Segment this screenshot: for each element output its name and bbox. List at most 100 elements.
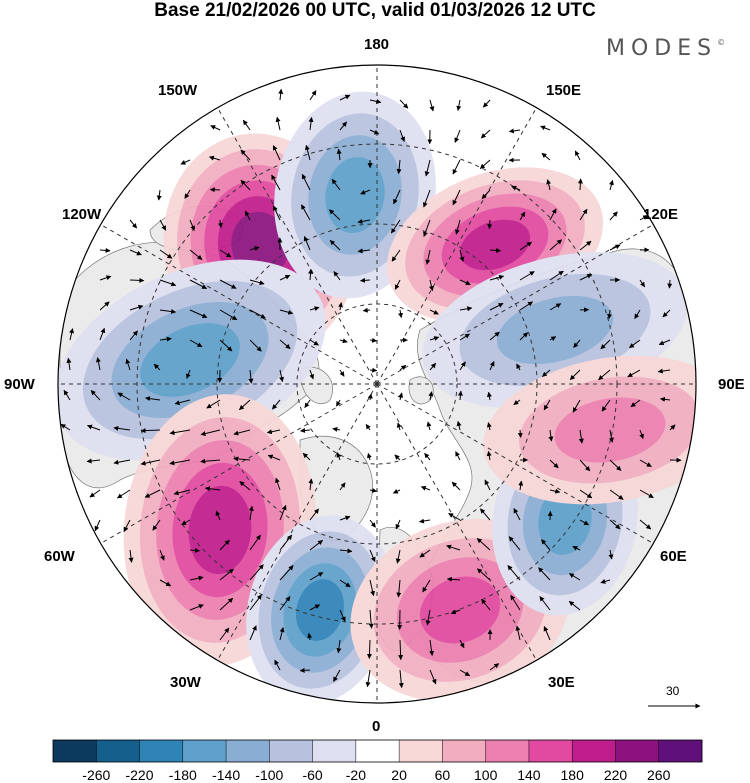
- colorbar-frame: [52, 739, 703, 763]
- wind-vector: [429, 639, 435, 656]
- meridian-line: [376, 383, 654, 544]
- wind-vector: [540, 125, 551, 131]
- wind-vector: [429, 336, 440, 341]
- anomaly-contour: [459, 219, 531, 271]
- anomaly-contour: [496, 295, 614, 365]
- wind-vector: [339, 579, 351, 588]
- wind-vector: [184, 189, 191, 199]
- wind-vector: [513, 508, 521, 521]
- wind-vector: [99, 247, 111, 253]
- wind-vector: [419, 518, 431, 524]
- wind-vector: [204, 486, 221, 492]
- wind-vector: [549, 336, 557, 342]
- wind-vector: [486, 391, 492, 401]
- wind-vector: [486, 450, 492, 461]
- wind-vector: [454, 129, 461, 143]
- wind-vector: [159, 336, 172, 342]
- wind-vector: [600, 339, 611, 350]
- wind-vector: [511, 185, 521, 191]
- wind-vector: [304, 144, 311, 161]
- wind-vector: [572, 545, 581, 551]
- wind-vector: [339, 482, 346, 491]
- wind-vector: [159, 279, 177, 287]
- wind-vector: [459, 669, 471, 677]
- wind-vector: [308, 478, 314, 491]
- wind-vector: [219, 539, 230, 551]
- wind-vector: [395, 549, 401, 564]
- wind-vector: [396, 422, 402, 431]
- wind-vector: [578, 429, 584, 444]
- wind-vector: [180, 159, 191, 165]
- wind-vector: [309, 508, 319, 521]
- wind-vector: [279, 565, 294, 581]
- wind-vector: [459, 333, 471, 341]
- wind-vector: [219, 309, 238, 321]
- wind-vector: [424, 159, 431, 177]
- wind-vector: [279, 339, 291, 350]
- wind-vector: [87, 424, 101, 431]
- lon-label-60e: 60E: [660, 548, 687, 565]
- wind-vector: [429, 99, 435, 112]
- wind-vector: [510, 594, 521, 611]
- wind-vector: [279, 534, 293, 551]
- wind-vector: [329, 209, 341, 221]
- wind-vector: [275, 116, 281, 131]
- wind-vector: [233, 429, 251, 436]
- wind-vector: [543, 626, 551, 641]
- wind-vector: [574, 150, 581, 161]
- wind-vector: [398, 309, 404, 319]
- wind-vector: [129, 219, 138, 229]
- wind-vector: [662, 309, 671, 318]
- wind-vector: [338, 302, 343, 311]
- wind-vector: [448, 512, 461, 521]
- wind-vector: [639, 214, 649, 221]
- wind-vector: [200, 458, 221, 464]
- wind-vector: [608, 549, 614, 560]
- wind-vector: [429, 669, 437, 685]
- wind-vector: [152, 519, 161, 531]
- wind-vector: [360, 277, 371, 283]
- colorbar-swatch: [615, 740, 660, 762]
- wind-vector: [279, 596, 291, 611]
- wind-vector: [601, 399, 611, 412]
- wind-vector: [302, 452, 311, 461]
- wind-vector: [129, 304, 144, 311]
- wind-vector: [459, 306, 473, 312]
- wind-vector: [542, 369, 551, 377]
- wind-vector: [339, 121, 347, 131]
- brand-mark: ©: [717, 37, 726, 47]
- wind-vector: [489, 663, 500, 671]
- wind-vector: [577, 178, 583, 191]
- wind-vector: [331, 178, 341, 191]
- wind-vector: [609, 211, 618, 221]
- wind-vector: [189, 279, 208, 290]
- colorbar-swatch: [658, 740, 703, 762]
- wind-vector: [267, 454, 281, 461]
- wind-vector: [513, 399, 521, 406]
- wind-vector: [579, 240, 592, 251]
- wind-vector: [240, 179, 251, 191]
- wind-vector: [129, 277, 145, 283]
- wind-vector: [339, 609, 346, 622]
- wind-vector: [398, 392, 404, 401]
- wind-vector: [159, 579, 172, 587]
- wind-vector: [113, 459, 131, 465]
- wind-vector: [217, 219, 223, 229]
- wind-vector: [446, 544, 461, 551]
- wind-vector: [369, 367, 378, 373]
- wind-vector: [308, 116, 314, 131]
- map-title: Base 21/02/2026 00 UTC, valid 01/03/2026…: [154, 0, 596, 21]
- wind-vector: [424, 452, 431, 461]
- wind-vector: [309, 604, 321, 611]
- wind-vector: [335, 399, 341, 407]
- meridian-line: [376, 383, 537, 661]
- wind-vector: [279, 309, 294, 315]
- wind-vector: [249, 279, 265, 286]
- wind-vector: [609, 244, 621, 251]
- wind-vector: [396, 579, 402, 598]
- colorbar-swatch: [485, 740, 530, 762]
- wind-vector: [639, 489, 654, 499]
- wind-vector: [189, 309, 208, 318]
- wind-vector: [279, 369, 284, 383]
- wind-vector: [428, 391, 434, 401]
